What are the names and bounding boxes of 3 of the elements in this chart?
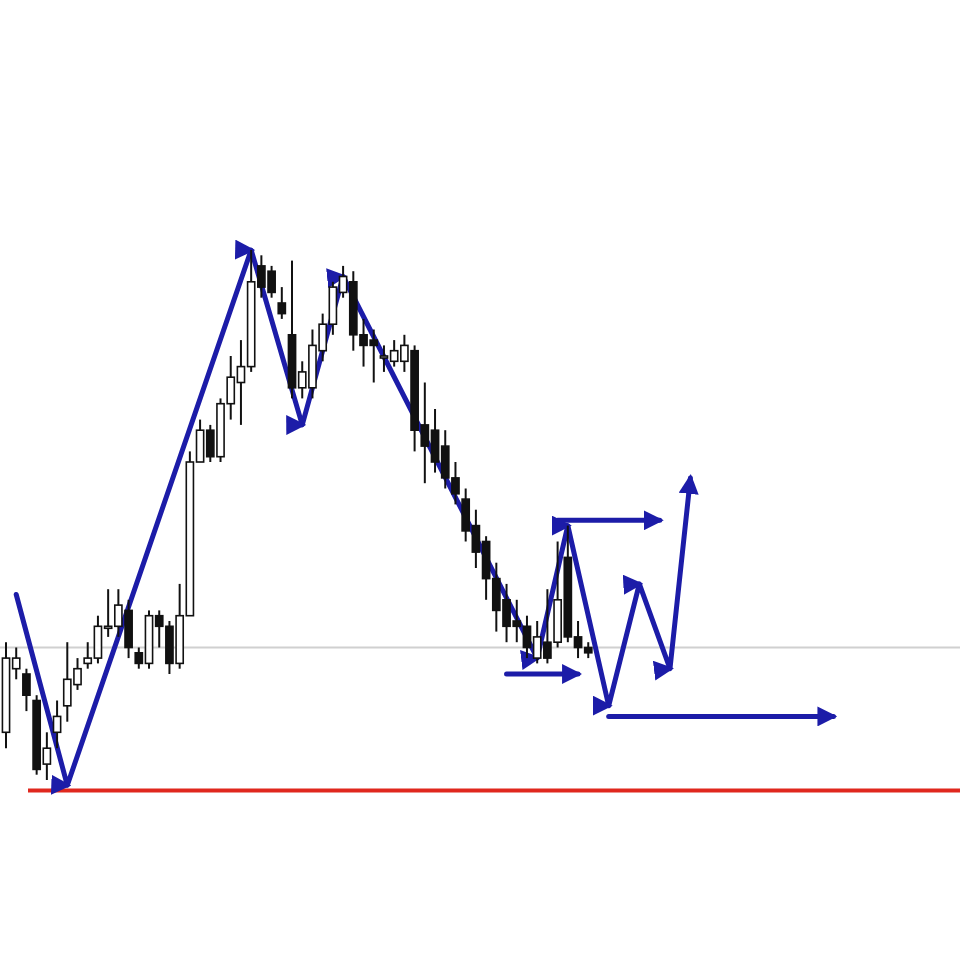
candlestick [277, 286, 287, 320]
candlestick [22, 667, 31, 713]
candlestick [52, 699, 62, 750]
